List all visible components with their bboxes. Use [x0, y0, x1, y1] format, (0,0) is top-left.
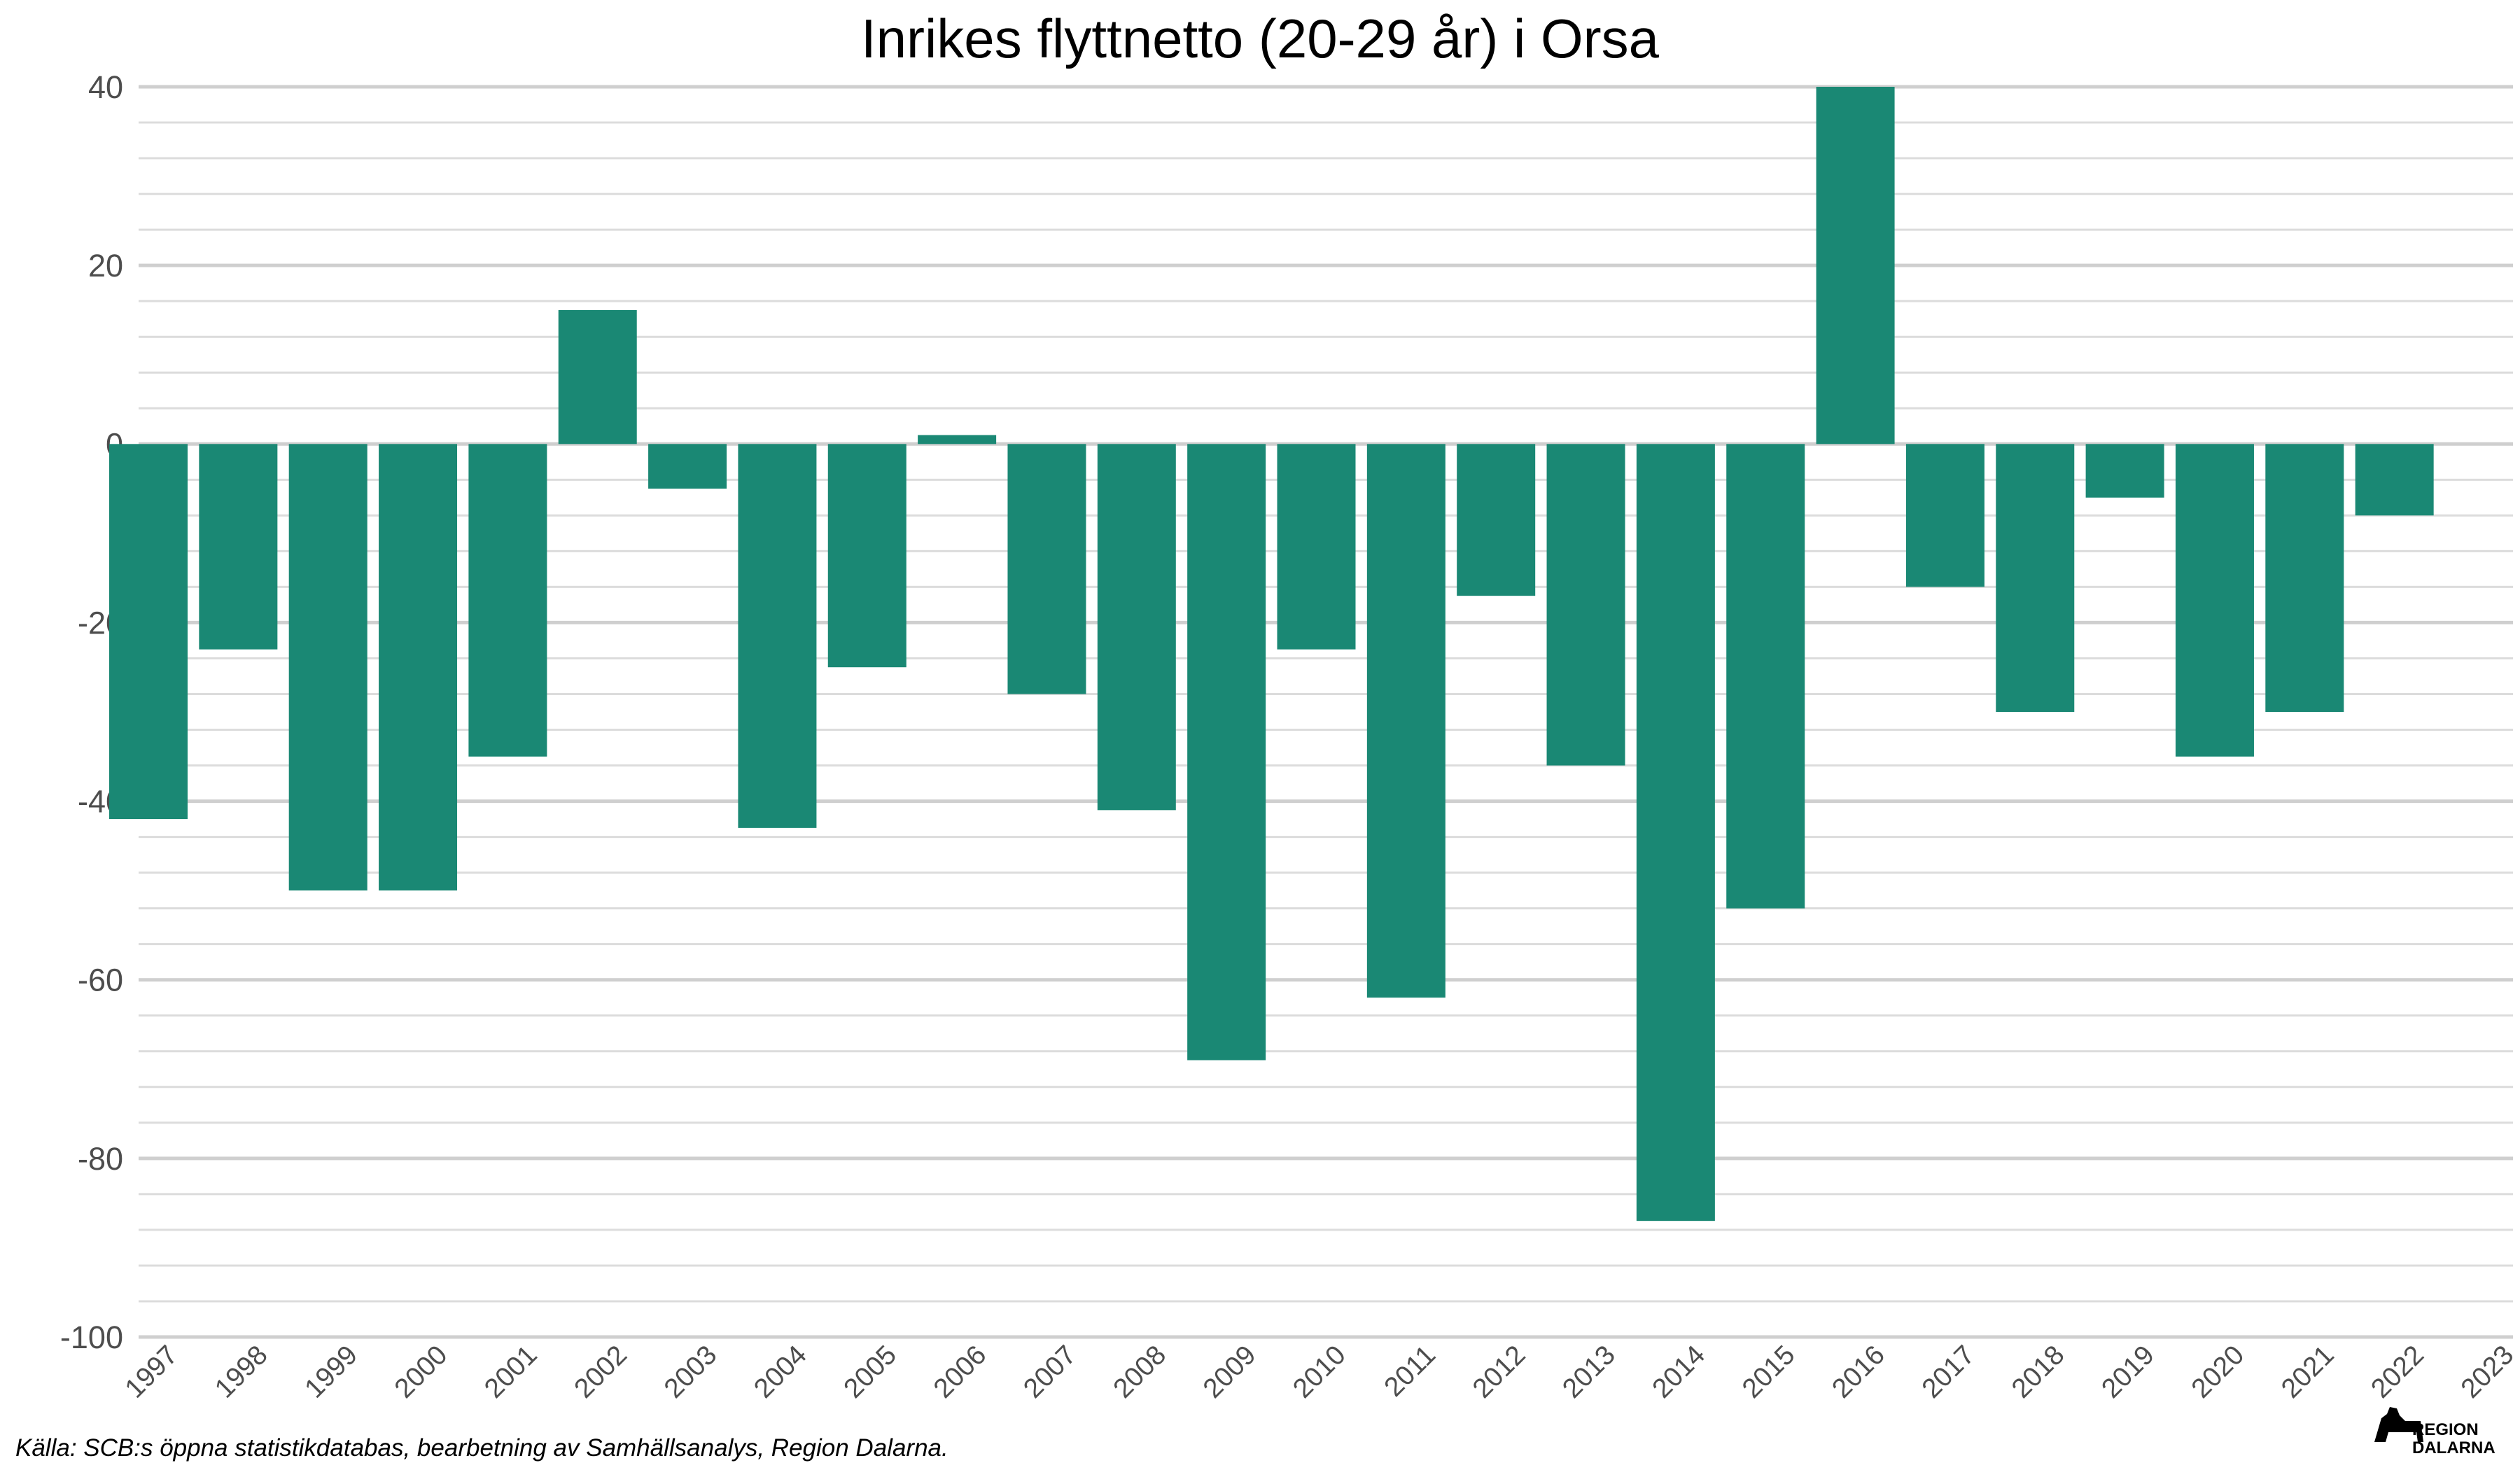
bar-2015 — [1726, 444, 1805, 909]
x-tick-label: 2014 — [1646, 1340, 1711, 1404]
x-tick-label: 2020 — [2186, 1340, 2250, 1404]
bar-2018 — [1996, 444, 2075, 712]
bar-2007 — [1007, 444, 1086, 694]
bar-1998 — [199, 444, 278, 650]
x-tick-label: 2019 — [2096, 1340, 2160, 1404]
x-axis-ticks: 1997 1998 1999 2000 2001 2002 2003 2004 2005 2006… — [120, 1340, 2520, 1404]
bar-2014 — [1636, 444, 1715, 1222]
x-tick-label: 2010 — [1287, 1340, 1352, 1404]
chart-title: Inrikes flyttnetto (20-29 år) i Orsa — [861, 8, 1660, 69]
bar-2002 — [558, 309, 637, 444]
y-tick-label: 20 — [88, 248, 123, 284]
x-tick-label: 2005 — [838, 1340, 902, 1404]
x-tick-label: 2000 — [389, 1340, 454, 1404]
x-tick-label: 2003 — [659, 1340, 723, 1404]
bar-2020 — [2175, 444, 2254, 757]
x-tick-label: 2012 — [1467, 1340, 1532, 1404]
region-dalarna-logo: REGION DALARNA — [2374, 1407, 2496, 1457]
y-tick-label: -80 — [78, 1141, 123, 1177]
bar-2001 — [468, 444, 547, 757]
bar-2009 — [1187, 444, 1266, 1060]
logo-text-line2: DALARNA — [2412, 1438, 2496, 1457]
source-caption: Källa: SCB:s öppna statistikdatabas, bea… — [15, 1434, 948, 1462]
x-tick-label: 1997 — [120, 1340, 184, 1404]
x-tick-label: 2008 — [1107, 1340, 1172, 1404]
bar-2021 — [2265, 444, 2344, 712]
x-tick-label: 2001 — [479, 1340, 543, 1404]
x-tick-label: 2004 — [748, 1340, 813, 1404]
x-tick-label: 2011 — [1378, 1340, 1441, 1403]
bar-2019 — [2085, 444, 2164, 498]
bar-2005 — [827, 444, 906, 668]
x-tick-label: 2002 — [568, 1340, 633, 1404]
x-tick-label: 2006 — [928, 1340, 993, 1404]
x-tick-label: 2007 — [1018, 1340, 1082, 1404]
x-tick-label: 2018 — [2006, 1340, 2071, 1404]
bar-2000 — [379, 444, 458, 891]
x-tick-label: 2016 — [1826, 1340, 1891, 1404]
x-tick-label: 2023 — [2456, 1340, 2520, 1404]
bar-2016 — [1816, 87, 1895, 444]
x-tick-label: 1998 — [209, 1340, 274, 1404]
bar-2004 — [738, 444, 817, 828]
x-tick-label: 2021 — [2276, 1340, 2340, 1404]
bar-2017 — [1905, 444, 1984, 587]
x-tick-label: 2015 — [1737, 1340, 1801, 1404]
y-tick-label: -100 — [60, 1320, 123, 1355]
x-tick-label: 2009 — [1198, 1340, 1262, 1404]
bar-2012 — [1457, 444, 1536, 596]
bar-2008 — [1097, 444, 1176, 811]
x-tick-label: 2017 — [1917, 1340, 1981, 1404]
x-tick-label: 2013 — [1557, 1340, 1621, 1404]
bar-2006 — [918, 435, 997, 444]
x-tick-label: 1999 — [299, 1340, 363, 1404]
bar-2003 — [648, 444, 727, 489]
dala-horse-icon — [2374, 1407, 2423, 1442]
bar-2013 — [1546, 444, 1625, 766]
bar-2011 — [1366, 444, 1446, 998]
bar-2022 — [2355, 444, 2434, 516]
logo-text-line1: REGION — [2412, 1420, 2479, 1439]
bar-1999 — [288, 444, 368, 891]
bar-1997 — [109, 444, 188, 820]
y-tick-label: 40 — [88, 69, 123, 105]
bars — [109, 87, 2434, 1222]
y-tick-label: -60 — [78, 962, 123, 998]
x-tick-label: 2022 — [2365, 1340, 2430, 1404]
bar-2010 — [1277, 444, 1356, 650]
